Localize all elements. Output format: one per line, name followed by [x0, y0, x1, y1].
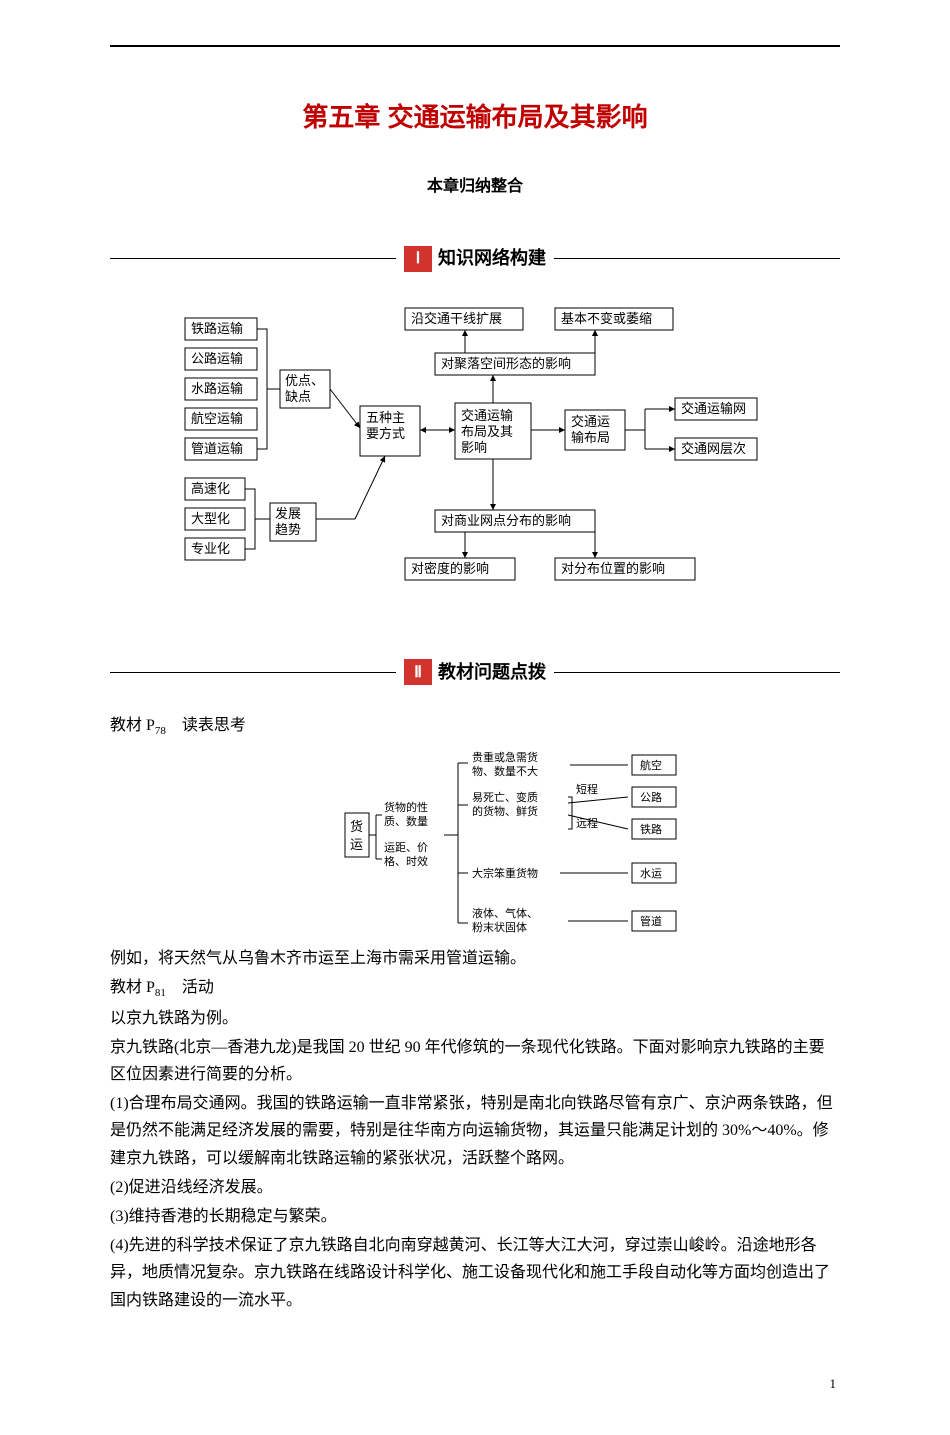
svg-text:铁路运输: 铁路运输 [191, 321, 243, 336]
svg-text:影响: 影响 [461, 440, 487, 455]
svg-text:优点、: 优点、 [285, 373, 324, 388]
section-label-2: 教材问题点拨 [438, 658, 546, 687]
svg-text:趋势: 趋势 [275, 522, 301, 537]
svg-text:公路运输: 公路运输 [191, 351, 243, 366]
svg-text:对聚落空间形态的影响: 对聚落空间形态的影响 [441, 356, 571, 371]
page-number: 1 [110, 1374, 840, 1395]
svg-text:要方式: 要方式 [366, 426, 405, 441]
svg-text:对密度的影响: 对密度的影响 [411, 561, 489, 576]
svg-text:水路运输: 水路运输 [191, 381, 243, 396]
svg-text:对分布位置的影响: 对分布位置的影响 [561, 561, 665, 576]
svg-text:缺点: 缺点 [285, 389, 311, 404]
svg-text:大宗笨重货物: 大宗笨重货物 [472, 866, 538, 880]
svg-text:管道: 管道 [640, 914, 662, 928]
svg-text:管道运输: 管道运输 [191, 441, 243, 456]
svg-text:航空运输: 航空运输 [191, 411, 243, 426]
top-rule [110, 45, 840, 47]
svg-text:物、数量不大: 物、数量不大 [472, 764, 538, 778]
section-header-2: Ⅱ 教材问题点拨 [110, 658, 840, 687]
svg-text:交通运: 交通运 [571, 414, 610, 429]
svg-text:航空: 航空 [640, 758, 662, 772]
svg-text:运: 运 [350, 837, 363, 852]
svg-text:易死亡、变质: 易死亡、变质 [472, 790, 538, 804]
page-title: 第五章 交通运输布局及其影响 [110, 97, 840, 139]
svg-text:交通网层次: 交通网层次 [681, 441, 746, 456]
body-text: 教材 P78 读表思考 货运 货物的性质、数量 运距、价格、时效 贵重或急需货物… [110, 712, 840, 1314]
svg-text:布局及其: 布局及其 [461, 424, 513, 439]
svg-text:铁路: 铁路 [640, 823, 662, 836]
svg-text:发展: 发展 [275, 506, 301, 521]
svg-text:专业化: 专业化 [191, 541, 230, 556]
svg-text:基本不变或萎缩: 基本不变或萎缩 [561, 311, 652, 326]
svg-text:的货物、鲜货: 的货物、鲜货 [472, 804, 538, 818]
svg-text:高速化: 高速化 [191, 481, 230, 496]
svg-text:货物的性: 货物的性 [384, 800, 428, 814]
section-header-1: Ⅰ 知识网络构建 [110, 244, 840, 273]
svg-text:格、时效: 格、时效 [384, 854, 428, 868]
section-num-1: Ⅰ [404, 246, 432, 272]
svg-text:质、数量: 质、数量 [384, 815, 428, 828]
svg-text:公路: 公路 [640, 791, 662, 804]
svg-text:短程: 短程 [576, 782, 598, 796]
svg-text:五种主: 五种主 [366, 410, 405, 425]
svg-text:粉末状固体: 粉末状固体 [472, 920, 527, 934]
svg-text:水运: 水运 [640, 867, 662, 880]
knowledge-network-diagram: 铁路运输 公路运输 水路运输 航空运输 管道运输 高速化 大型化 专业化 优点、… [155, 298, 795, 628]
svg-text:输布局: 输布局 [571, 430, 610, 445]
svg-text:对商业网点分布的影响: 对商业网点分布的影响 [441, 513, 571, 528]
svg-text:运距、价: 运距、价 [384, 841, 428, 854]
section-num-2: Ⅱ [404, 659, 432, 685]
svg-text:交通运输网: 交通运输网 [681, 401, 746, 416]
svg-text:大型化: 大型化 [191, 511, 230, 526]
svg-text:液体、气体、: 液体、气体、 [472, 906, 538, 920]
svg-text:交通运输: 交通运输 [461, 408, 513, 423]
d1-left-col: 铁路运输 公路运输 水路运输 航空运输 管道运输 高速化 大型化 专业化 [185, 318, 257, 560]
section-label-1: 知识网络构建 [438, 244, 546, 273]
freight-tree-diagram: 货运 货物的性质、数量 运距、价格、时效 贵重或急需货物、数量不大 航空 易死亡… [340, 743, 730, 943]
svg-text:沿交通干线扩展: 沿交通干线扩展 [411, 311, 502, 326]
svg-text:货: 货 [350, 819, 363, 834]
subtitle: 本章归纳整合 [110, 174, 840, 200]
svg-text:贵重或急需货: 贵重或急需货 [472, 750, 538, 764]
